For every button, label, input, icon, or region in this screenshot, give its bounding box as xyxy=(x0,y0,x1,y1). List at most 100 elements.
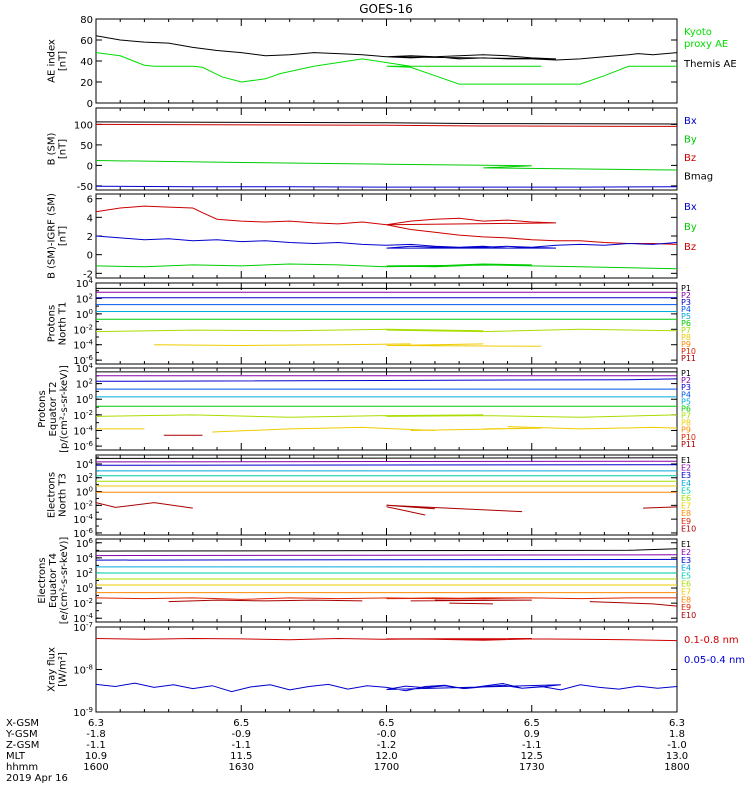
y-tick-label: 102 xyxy=(76,292,93,305)
legend-entry: E8 xyxy=(681,595,691,604)
y-tick-label: 10-6 xyxy=(73,354,93,367)
y-tick-label: 100 xyxy=(76,582,93,595)
series-line xyxy=(96,548,677,552)
ephemeris-value: -1.1 xyxy=(522,740,542,751)
y-tick-label: 10-6 xyxy=(73,440,93,453)
series-line xyxy=(96,160,677,172)
panel-frame xyxy=(95,18,678,104)
legend-entry: E5 xyxy=(681,486,691,495)
legend-entry: Bz xyxy=(684,153,696,164)
ephemeris-value: 1600 xyxy=(83,762,108,773)
legend-entry: E6 xyxy=(681,580,691,589)
series-line xyxy=(589,601,677,607)
y-axis-label: B (SM)-IGRF (SM) xyxy=(47,193,58,279)
series-line xyxy=(96,457,677,459)
y-axis-label: North T1 xyxy=(58,302,69,346)
ephemeris-row-label: hhmm xyxy=(6,762,38,773)
legend-entry: E2 xyxy=(681,548,691,557)
series-group xyxy=(96,637,677,693)
legend-entry: By xyxy=(684,222,697,233)
y-axis-label: Protons xyxy=(47,305,58,342)
legend-entry: E9 xyxy=(681,517,691,526)
ephemeris-value: -1.0 xyxy=(667,740,687,751)
panel-xray: 10-9 10-8 10-7 Xray flux [W/m²] 0.1-0.8 nm 0.0… xyxy=(47,621,746,719)
legend-entry: E5 xyxy=(681,572,691,581)
ephemeris-value: 1.8 xyxy=(669,729,685,740)
legend-entry: E7 xyxy=(681,502,691,511)
y-tick-label: 0 xyxy=(87,251,93,262)
series-line xyxy=(410,427,542,431)
y-tick-label: 106 xyxy=(76,537,94,550)
y-tick-label: 104 xyxy=(76,362,94,375)
legend-entry: E7 xyxy=(681,587,691,596)
ephemeris-value: -0.9 xyxy=(231,729,251,740)
y-axis-label: B (SM) xyxy=(47,132,58,165)
series-line xyxy=(96,123,677,127)
legend-entry: P8 xyxy=(681,419,691,428)
legend-entry: P1 xyxy=(681,369,691,378)
series-line xyxy=(96,235,677,249)
ephemeris-value: 1700 xyxy=(374,762,399,773)
legend-entry: P2 xyxy=(681,291,691,300)
ephemeris-row-label: Z-GSM xyxy=(6,740,39,751)
legend-entry: E3 xyxy=(681,471,691,480)
series-line xyxy=(168,599,363,603)
ephemeris-value: -1.1 xyxy=(231,740,251,751)
y-tick-label: 102 xyxy=(76,567,93,580)
ephemeris-value: 1800 xyxy=(664,762,689,773)
legend-entry: Kyoto xyxy=(684,27,712,38)
ephemeris-value: -1.2 xyxy=(377,740,397,751)
ephemeris-value: 11.5 xyxy=(230,751,252,762)
y-axis-label: North T3 xyxy=(58,473,69,517)
ephemeris-value: 6.5 xyxy=(524,718,540,729)
series-line xyxy=(96,682,677,693)
series-line xyxy=(96,263,677,273)
legend-entry: E4 xyxy=(681,564,691,573)
y-tick-label: 102 xyxy=(76,472,93,485)
y-tick-label: 4 xyxy=(87,213,93,224)
series-line xyxy=(96,19,677,61)
legend-entry: P6 xyxy=(681,404,691,413)
ephemeris-value: 12.0 xyxy=(375,751,397,762)
y-tick-label: 0 xyxy=(87,161,93,172)
series-line xyxy=(507,425,677,430)
legend-entry: Bx xyxy=(684,202,697,213)
legend-entry: P11 xyxy=(681,354,696,363)
series-line xyxy=(449,602,494,605)
ephemeris-value: 6.5 xyxy=(233,718,249,729)
series-line xyxy=(96,52,677,85)
y-tick-label: 6 xyxy=(87,195,93,206)
panel-pequator: 10-6 10-4 10-2 100 102 104 Protons Equator T2 [p… xyxy=(37,362,696,453)
legend-entry: 0.1-0.8 nm xyxy=(684,635,739,646)
y-axis-label: Xray flux xyxy=(47,647,58,692)
y-tick-label: 40 xyxy=(80,57,93,68)
ephemeris-value: -1.1 xyxy=(86,740,106,751)
y-tick-label: 10-4 xyxy=(73,513,93,526)
y-tick-label: 10-2 xyxy=(73,597,93,610)
ephemeris-row-label: 2019 Apr 16 xyxy=(6,773,68,784)
series-line xyxy=(154,343,411,347)
y-tick-label: 10-2 xyxy=(73,499,93,512)
ephemeris-row-label: MLT xyxy=(6,751,26,762)
series-line xyxy=(643,506,677,509)
y-tick-label: 100 xyxy=(74,120,93,131)
y-axis-label: [nT] xyxy=(58,139,69,159)
legend-entry: E2 xyxy=(681,464,691,473)
legend-entry: P10 xyxy=(681,347,696,356)
legend-entry: E1 xyxy=(681,540,691,549)
legend-entry: P8 xyxy=(681,333,691,342)
y-axis-label: AE index xyxy=(47,39,58,83)
series-line xyxy=(96,460,677,463)
y-tick-label: 10-9 xyxy=(73,706,93,719)
y-axis-label: [nT] xyxy=(58,226,69,246)
ephemeris-value: 0.9 xyxy=(524,729,540,740)
series-line xyxy=(386,504,523,513)
y-tick-label: 2 xyxy=(87,232,93,243)
series-group xyxy=(96,457,677,516)
legend-entry: E10 xyxy=(681,524,696,533)
legend-entry: P11 xyxy=(681,440,696,449)
legend-entry: P4 xyxy=(681,390,691,399)
